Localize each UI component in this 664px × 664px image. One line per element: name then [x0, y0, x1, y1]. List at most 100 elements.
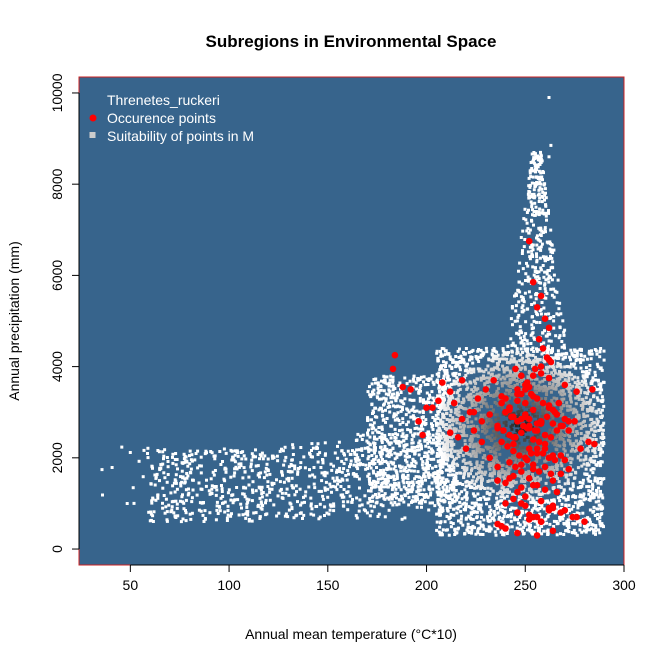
suitability-point [489, 450, 493, 453]
suitability-point [256, 473, 260, 477]
suitability-point [562, 397, 566, 401]
suitability-point [390, 384, 393, 388]
occurrence-point [589, 386, 596, 393]
suitability-point [183, 481, 187, 485]
suitability-point [460, 448, 464, 452]
suitability-point [254, 448, 257, 452]
suitability-point [579, 519, 583, 523]
suitability-point [265, 462, 269, 466]
suitability-point [365, 511, 369, 515]
suitability-point [599, 448, 603, 452]
suitability-point [566, 498, 570, 501]
suitability-point [454, 478, 458, 482]
suitability-point [376, 471, 380, 475]
suitability-point [318, 451, 322, 455]
occurrence-point [498, 438, 505, 446]
suitability-point [486, 447, 490, 450]
suitability-point [530, 245, 534, 249]
suitability-point [272, 482, 276, 485]
suitability-point [475, 516, 479, 520]
suitability-point [532, 158, 535, 162]
suitability-point [447, 473, 450, 477]
suitability-point [422, 472, 426, 476]
suitability-point [495, 402, 499, 406]
suitability-point [475, 477, 479, 481]
suitability-point [518, 290, 522, 294]
suitability-point [536, 193, 540, 197]
suitability-point [479, 464, 482, 468]
suitability-point [467, 481, 471, 484]
suitability-point [199, 471, 203, 475]
suitability-point [538, 175, 541, 179]
suitability-point [390, 393, 394, 397]
suitability-point [487, 519, 491, 523]
suitability-point [410, 490, 414, 494]
suitability-point [501, 347, 505, 351]
suitability-point [527, 184, 531, 188]
suitability-point [534, 355, 537, 359]
suitability-point [258, 453, 262, 457]
suitability-point [576, 486, 580, 490]
suitability-point [418, 493, 422, 496]
suitability-point [525, 392, 529, 396]
suitability-point [542, 341, 546, 345]
occurrence-point [549, 527, 557, 535]
suitability-point [528, 359, 532, 363]
suitability-point [174, 452, 178, 455]
suitability-point [546, 370, 550, 374]
suitability-point [517, 458, 521, 462]
suitability-point [203, 517, 207, 521]
occurrence-point [498, 522, 505, 530]
suitability-point [395, 477, 399, 480]
suitability-point [506, 353, 510, 357]
suitability-point [468, 460, 472, 464]
suitability-point [268, 472, 272, 476]
occurrence-point [529, 461, 537, 469]
occurrence-point [531, 427, 539, 434]
suitability-point [233, 460, 237, 464]
suitability-point [289, 502, 293, 506]
suitability-point [441, 354, 445, 358]
suitability-point [455, 421, 459, 425]
occurrence-point [543, 354, 551, 361]
suitability-point [251, 455, 255, 459]
suitability-point [547, 211, 550, 215]
suitability-point [424, 470, 428, 474]
suitability-point [563, 392, 567, 396]
suitability-point [411, 385, 415, 389]
suitability-point [589, 398, 593, 402]
suitability-point [406, 463, 410, 467]
suitability-point [270, 454, 274, 458]
suitability-point [400, 428, 404, 432]
suitability-point [518, 474, 522, 478]
suitability-point [412, 495, 416, 499]
suitability-point [434, 421, 438, 425]
suitability-point [534, 400, 538, 404]
suitability-point [380, 448, 384, 452]
suitability-point [601, 496, 605, 500]
suitability-point [554, 334, 558, 338]
suitability-point [573, 424, 577, 428]
suitability-point [562, 488, 566, 492]
suitability-point [233, 449, 237, 453]
suitability-point [385, 454, 389, 458]
suitability-point [591, 376, 595, 380]
suitability-point [567, 530, 571, 534]
suitability-point [503, 377, 507, 381]
occurrence-point [522, 411, 529, 418]
suitability-point [419, 427, 423, 431]
suitability-point [443, 372, 447, 376]
suitability-point [404, 413, 408, 417]
suitability-point [535, 181, 539, 184]
y-tick-label: 4000 [49, 351, 65, 382]
suitability-point [433, 419, 437, 423]
suitability-point [299, 446, 303, 449]
suitability-point [574, 402, 578, 406]
suitability-point [383, 381, 387, 385]
suitability-point [457, 505, 461, 509]
suitability-point [447, 497, 451, 501]
suitability-point [399, 451, 403, 454]
occurrence-point [539, 399, 547, 407]
suitability-point [500, 384, 504, 388]
suitability-point [470, 528, 474, 532]
